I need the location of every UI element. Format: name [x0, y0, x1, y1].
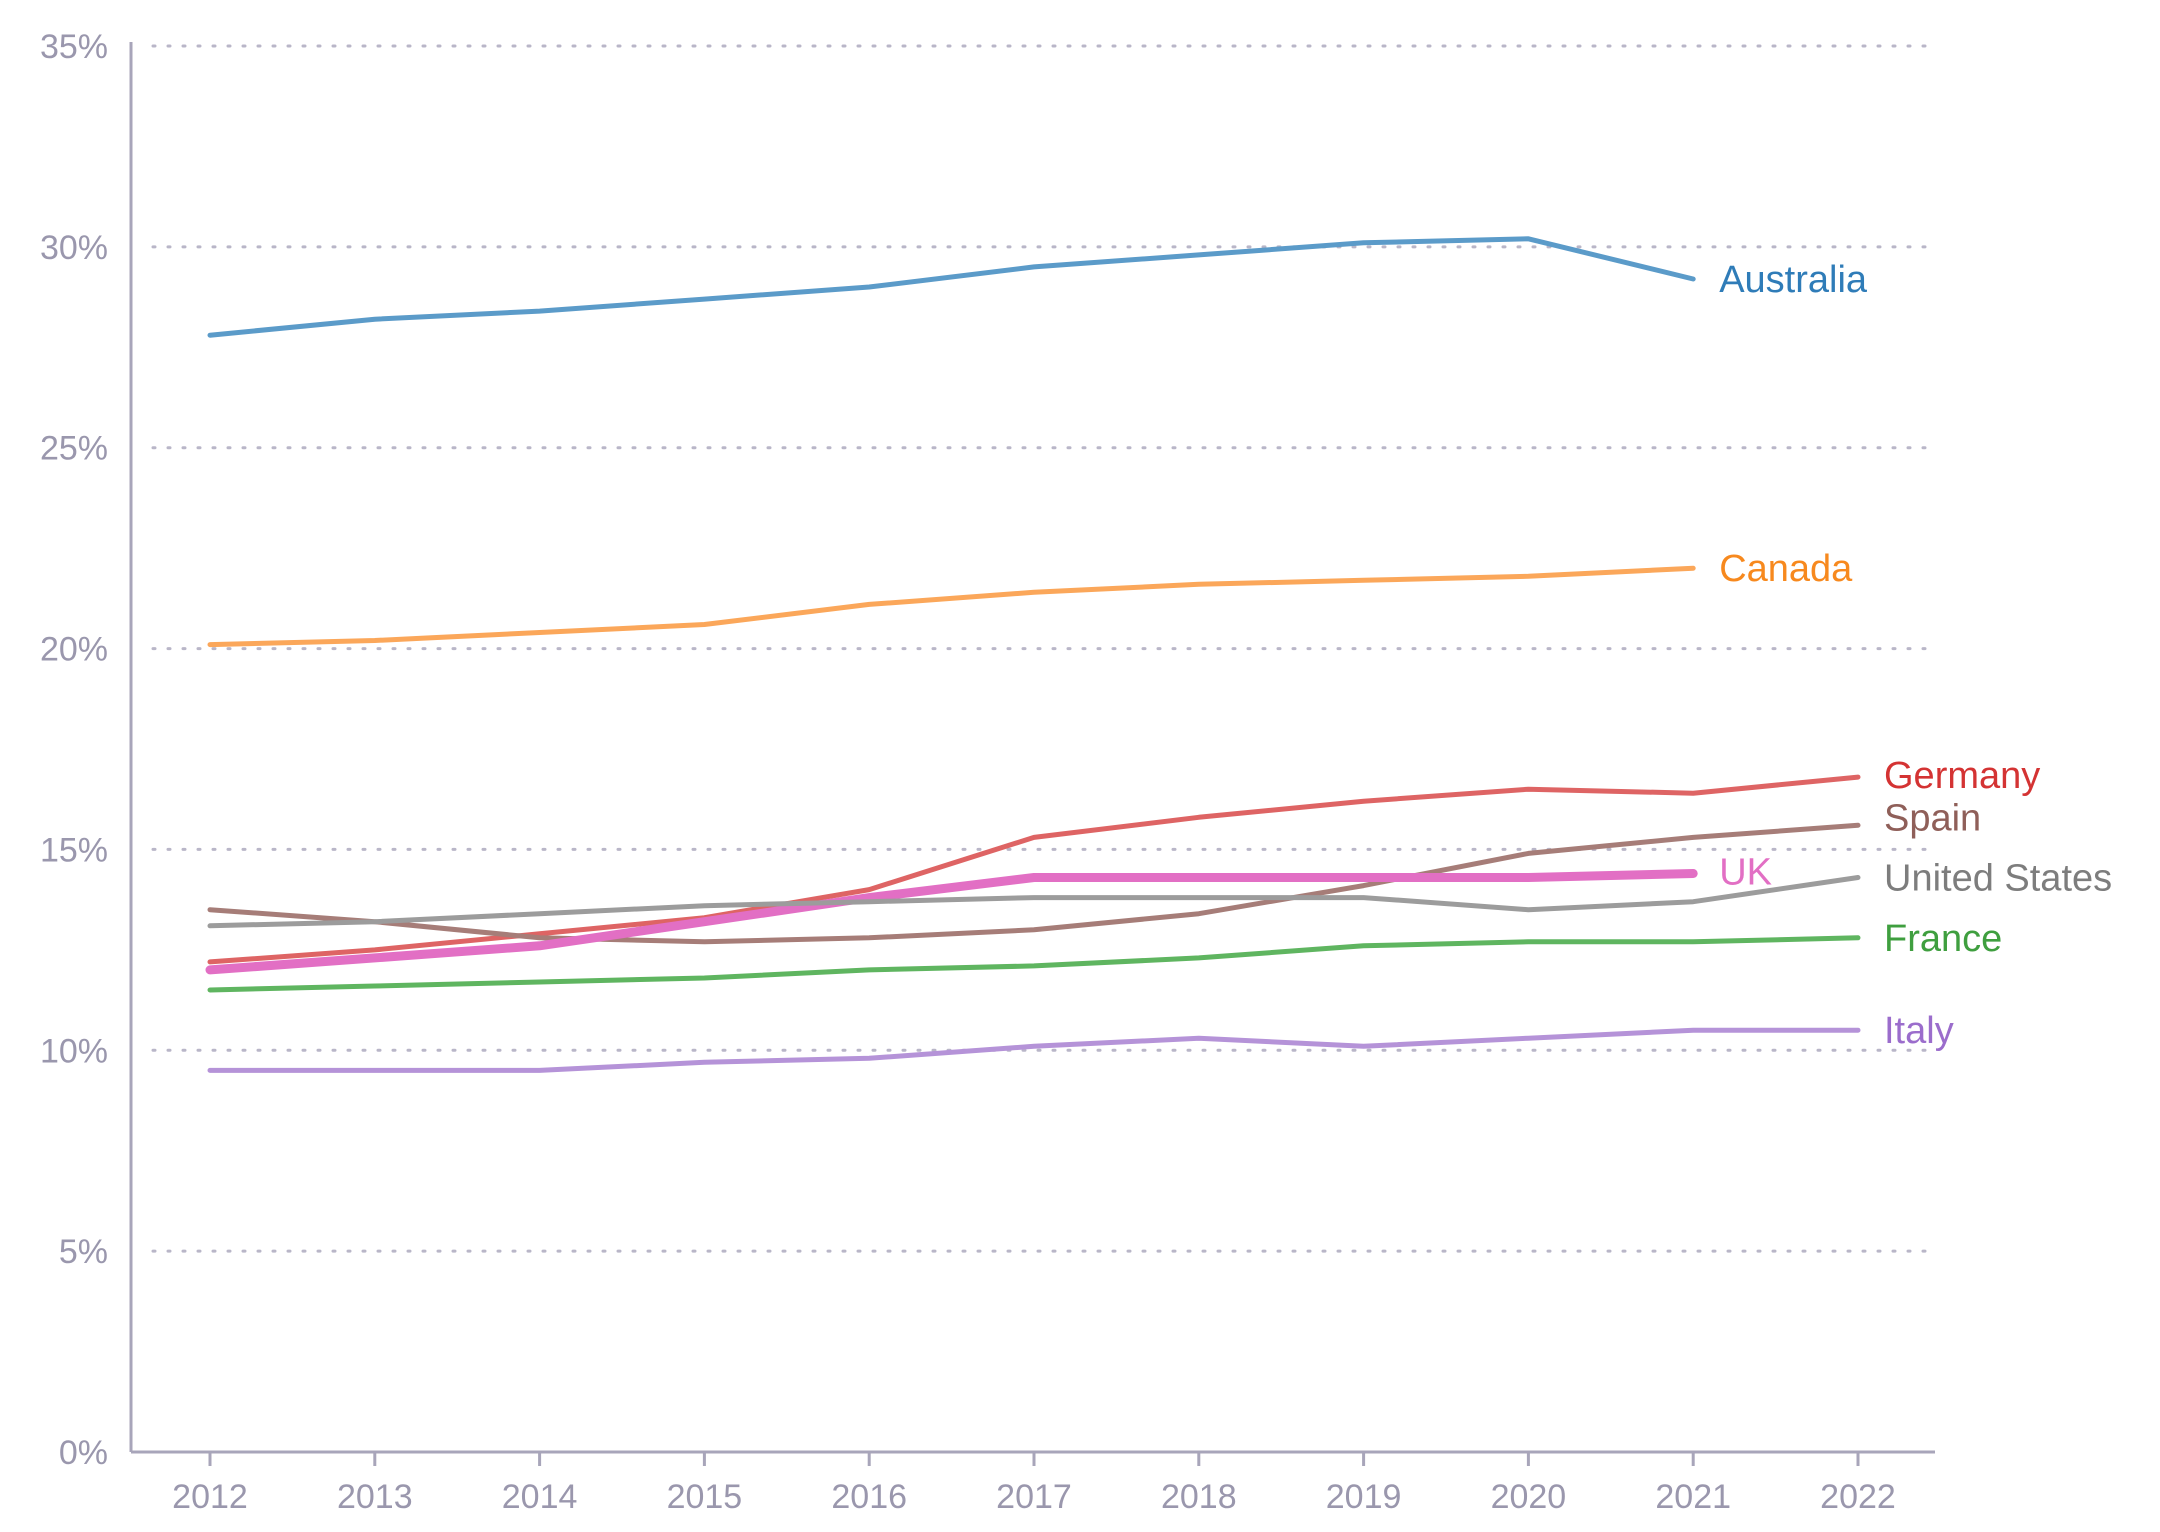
x-tick-label: 2016 [831, 1478, 907, 1516]
x-tick-label: 2017 [996, 1478, 1072, 1516]
gridlines [151, 44, 1937, 1253]
x-tick-label: 2015 [667, 1478, 743, 1516]
x-tick-label: 2012 [172, 1478, 248, 1516]
y-tick-label: 10% [40, 1032, 108, 1070]
x-tick-label: 2014 [502, 1478, 578, 1516]
axes [129, 42, 1935, 1466]
x-tick-label: 2020 [1491, 1478, 1567, 1516]
series-label-germany: Germany [1884, 755, 2040, 797]
series-line-uk [205, 869, 1698, 975]
series-label-france: France [1884, 918, 2002, 960]
series-lines [205, 236, 1861, 1073]
series-line-australia [207, 236, 1696, 338]
y-axis-tick-labels: 0% 5% 10% 15% 20% 25% 30% 35% [40, 28, 108, 1472]
x-tick-label: 2021 [1655, 1478, 1731, 1516]
x-tick-label: 2018 [1161, 1478, 1237, 1516]
series-line-italy [207, 1027, 1861, 1073]
y-tick-label: 0% [59, 1434, 108, 1472]
series-line-germany [207, 774, 1861, 965]
y-tick-label: 5% [59, 1233, 108, 1271]
series-label-canada: Canada [1719, 548, 1853, 590]
y-tick-label: 25% [40, 430, 108, 468]
x-tick-label: 2022 [1820, 1478, 1896, 1516]
series-label-united-states: United States [1884, 858, 2112, 900]
series-label-uk: UK [1719, 852, 1772, 894]
series-label-australia: Australia [1719, 259, 1868, 301]
series-line-united-states [207, 875, 1861, 929]
x-tick-label: 2013 [337, 1478, 413, 1516]
series-line-canada [207, 565, 1696, 648]
y-tick-label: 15% [40, 831, 108, 869]
y-tick-label: 20% [40, 631, 108, 669]
x-axis-tick-labels: 2012 2013 2014 2015 2016 2017 2018 2019 2020 2021… [172, 1478, 1896, 1516]
series-label-spain: Spain [1884, 797, 1981, 839]
x-tick-label: 2019 [1326, 1478, 1402, 1516]
series-label-italy: Italy [1884, 1010, 1954, 1052]
series-line-spain [207, 822, 1861, 945]
series-line-france [207, 935, 1861, 993]
y-tick-label: 35% [40, 28, 108, 66]
y-tick-label: 30% [40, 229, 108, 267]
